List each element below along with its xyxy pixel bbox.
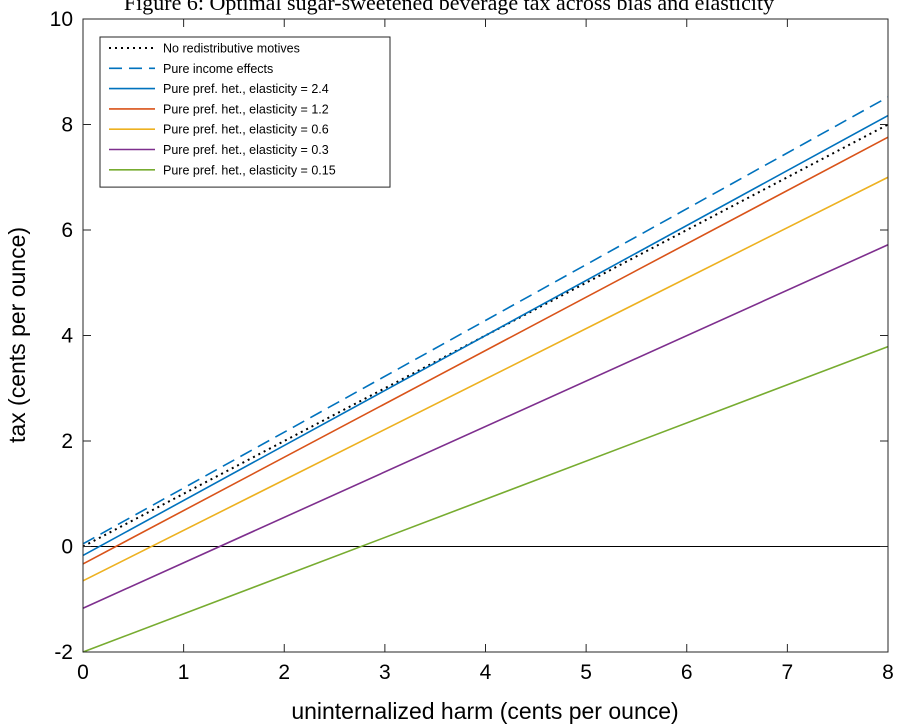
series-line-2 [82, 114, 889, 557]
legend-entry-5: Pure pref. het., elasticity = 0.3 [163, 143, 329, 157]
series-line-3 [82, 136, 889, 565]
legend-entry-4: Pure pref. het., elasticity = 0.6 [163, 123, 329, 137]
y-axis-label: tax (cents per ounce) [4, 227, 30, 443]
series-layer [82, 96, 889, 653]
x-tick-label: 4 [480, 661, 492, 684]
x-tick-label: 0 [77, 661, 89, 684]
y-tick-label: 10 [50, 8, 73, 31]
series-line-1 [82, 96, 889, 545]
legend-box [99, 36, 391, 188]
chart-title: Figure 6: Optimal sugar-sweetened bevera… [124, 0, 774, 15]
y-tick-label: 6 [61, 219, 73, 242]
x-tick-label: 2 [278, 661, 290, 684]
legend-entry-6: Pure pref. het., elasticity = 0.15 [163, 163, 336, 177]
series-line-0 [82, 123, 889, 548]
x-tick-label: 6 [681, 661, 693, 684]
legend-entry-0: No redistributive motives [163, 42, 300, 56]
y-tick-label: 4 [61, 325, 73, 348]
y-tick-label: 0 [61, 536, 73, 559]
legend-entry-2: Pure pref. het., elasticity = 2.4 [163, 82, 329, 96]
x-tick-label: 7 [782, 661, 794, 684]
legend-entry-1: Pure income effects [163, 62, 273, 76]
x-tick-label: 5 [580, 661, 592, 684]
x-tick-label: 1 [178, 661, 190, 684]
x-tick-label: 3 [379, 661, 391, 684]
series-line-6 [82, 345, 889, 653]
x-tick-label: 8 [882, 661, 894, 684]
legend-entry-3: Pure pref. het., elasticity = 1.2 [163, 102, 329, 116]
y-tick-label: -2 [54, 641, 73, 664]
x-axis-label: uninternalized harm (cents per ounce) [291, 698, 678, 724]
series-line-4 [82, 176, 889, 582]
legend: No redistributive motives Pure income eff… [99, 36, 391, 188]
y-tick-label: 2 [61, 430, 73, 453]
series-line-5 [82, 244, 889, 609]
y-tick-label: 8 [61, 114, 73, 137]
